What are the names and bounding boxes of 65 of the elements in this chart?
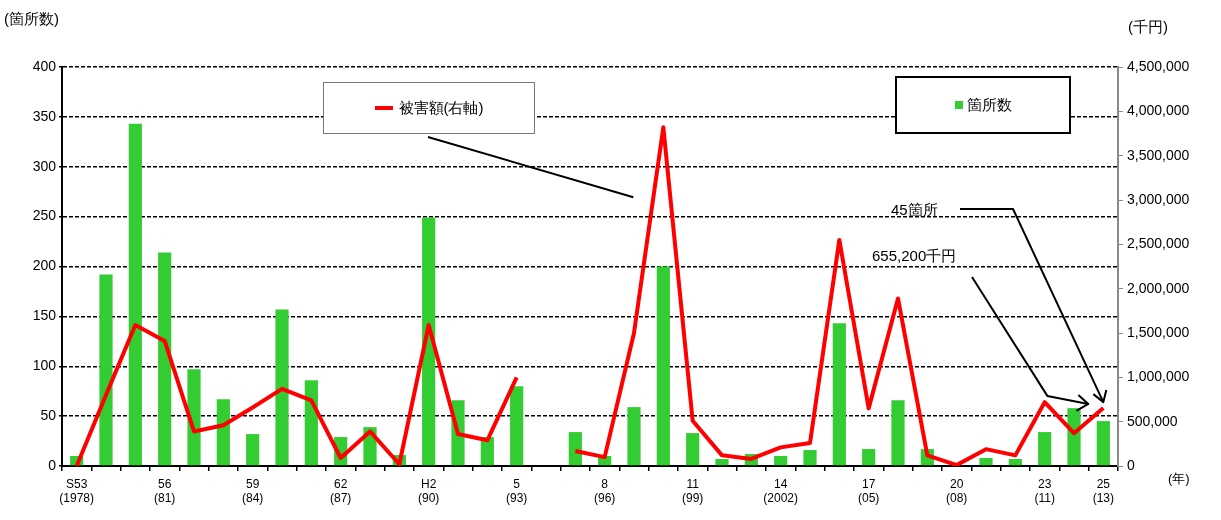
x-tick-label: 17 (05) — [857, 476, 880, 505]
y2-axis-title: (千円) — [1128, 18, 1168, 37]
y-tick-label: 300 — [32, 157, 57, 174]
y2-tick-label: 2,500,000 — [1127, 235, 1190, 252]
bar — [304, 380, 318, 466]
annotation: 45箇所 — [891, 201, 938, 220]
y-tick-label: 350 — [32, 107, 57, 124]
y2-tick-label: 3,500,000 — [1127, 146, 1190, 163]
annotation: 655,200千円 — [872, 247, 957, 266]
bar — [246, 434, 260, 466]
bar — [128, 123, 142, 466]
x-tick-label: 20 (08) — [945, 476, 968, 505]
bar — [803, 450, 817, 466]
y-tick-label: 0 — [48, 456, 57, 473]
y2-tick-label: 4,500,000 — [1127, 57, 1190, 74]
bar — [99, 274, 113, 466]
bar — [832, 323, 846, 466]
legend-box: 箇所数 — [895, 76, 1071, 134]
x-tick-label: 14 (2002) — [763, 476, 799, 505]
x-tick-label: 25 (13) — [1092, 476, 1115, 505]
y-tick-label: 100 — [32, 357, 57, 374]
x-tick-label: H2 (90) — [417, 476, 440, 505]
bar — [422, 217, 436, 466]
bar — [979, 458, 993, 466]
bar — [656, 266, 670, 466]
y2-tick-label: 500,000 — [1127, 412, 1178, 429]
bar — [774, 456, 788, 466]
bar — [568, 432, 582, 466]
y2-tick-label: 4,000,000 — [1127, 102, 1190, 119]
bar — [715, 459, 729, 466]
y2-tick-label: 0 — [1127, 456, 1135, 473]
y-tick-label: 50 — [40, 406, 57, 423]
bar — [862, 449, 876, 466]
x-tick-label: 59 (84) — [241, 476, 264, 505]
bar — [1096, 421, 1110, 466]
y-tick-label: 400 — [32, 57, 57, 74]
bar — [891, 400, 905, 466]
legend-label: 箇所数 — [966, 95, 1012, 115]
bar — [1038, 432, 1052, 466]
x-axis-title: (年) — [1168, 470, 1190, 488]
bar — [216, 399, 230, 466]
x-tick-label: 5 (93) — [505, 476, 528, 505]
y2-tick-label: 2,000,000 — [1127, 279, 1190, 296]
bar — [510, 386, 524, 466]
y-tick-label: 200 — [32, 257, 57, 274]
x-tick-label: 23 (11) — [1034, 476, 1055, 505]
y-tick-label: 150 — [32, 307, 57, 324]
x-tick-label: S53 (1978) — [59, 476, 95, 505]
x-tick-label: 11 (99) — [681, 476, 704, 505]
bar — [686, 433, 700, 466]
x-tick-label: 62 (87) — [329, 476, 352, 505]
y2-tick-label: 3,000,000 — [1127, 190, 1190, 207]
legend-label: 被害額(右軸) — [398, 98, 484, 118]
bar — [627, 407, 641, 466]
y-tick-label: 250 — [32, 207, 57, 224]
bar — [158, 252, 172, 466]
bar — [1008, 459, 1022, 466]
y2-tick-label: 1,500,000 — [1127, 323, 1190, 340]
callout-box: 被害額(右軸) — [323, 82, 535, 134]
x-tick-label: 8 (96) — [593, 476, 616, 505]
bar — [187, 369, 201, 466]
y2-tick-label: 1,000,000 — [1127, 368, 1190, 385]
x-tick-label: 56 (81) — [153, 476, 176, 505]
bar — [275, 309, 289, 466]
y-axis-title: (箇所数) — [4, 10, 59, 29]
